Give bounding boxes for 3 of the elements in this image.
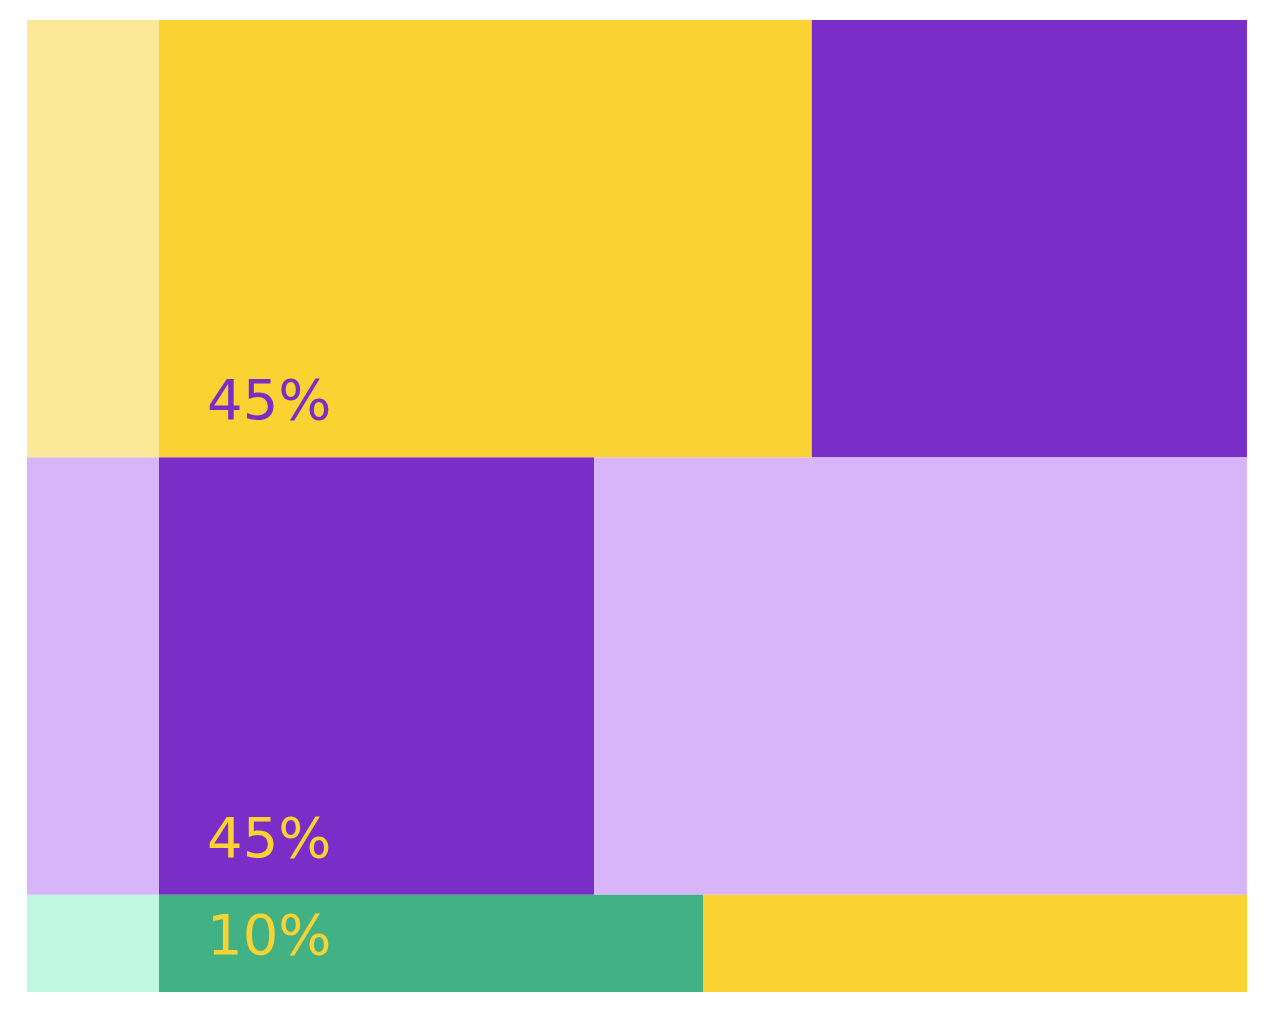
data-label: 45% — [207, 367, 332, 433]
data-label: 45% — [207, 804, 332, 870]
data-label: 10% — [207, 902, 332, 967]
